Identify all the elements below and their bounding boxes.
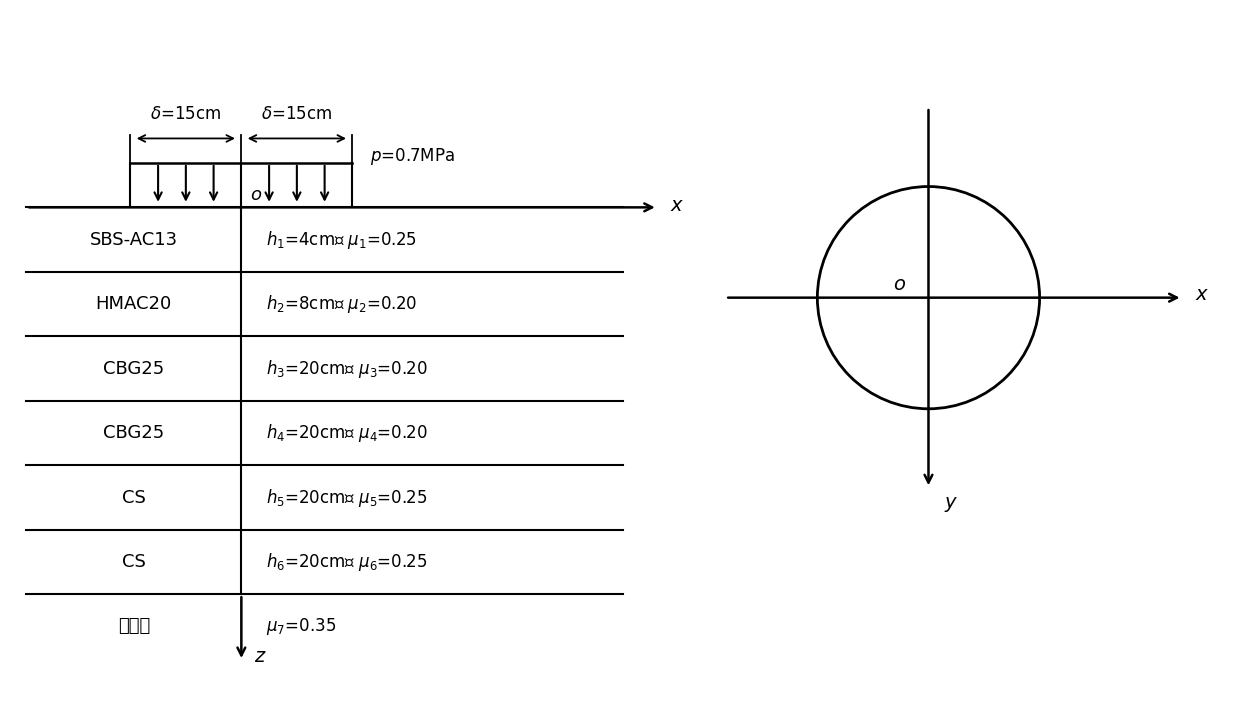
Text: $o$: $o$ (250, 186, 261, 204)
Text: CBG25: CBG25 (103, 359, 165, 378)
Text: CBG25: CBG25 (103, 424, 165, 442)
Text: $\delta$=15cm: $\delta$=15cm (150, 105, 222, 123)
Text: $z$: $z$ (254, 647, 266, 666)
Text: 路基土: 路基土 (118, 618, 150, 635)
Text: SBS-AC13: SBS-AC13 (89, 231, 178, 248)
Text: CS: CS (121, 489, 146, 507)
Text: $p$=0.7MPa: $p$=0.7MPa (369, 146, 455, 167)
Text: $\mu_7$=0.35: $\mu_7$=0.35 (265, 616, 336, 637)
Text: CS: CS (121, 553, 146, 571)
Text: $h_1$=4cm、 $\mu_1$=0.25: $h_1$=4cm、 $\mu_1$=0.25 (265, 229, 416, 250)
Text: $y$: $y$ (944, 494, 959, 513)
Text: $h_6$=20cm、 $\mu_6$=0.25: $h_6$=20cm、 $\mu_6$=0.25 (265, 551, 427, 573)
Text: $h_5$=20cm、 $\mu_5$=0.25: $h_5$=20cm、 $\mu_5$=0.25 (265, 486, 427, 508)
Text: $o$: $o$ (893, 275, 906, 295)
Text: HMAC20: HMAC20 (95, 295, 172, 313)
Text: $h_3$=20cm、 $\mu_3$=0.20: $h_3$=20cm、 $\mu_3$=0.20 (265, 358, 427, 380)
Text: $h_4$=20cm、 $\mu_4$=0.20: $h_4$=20cm、 $\mu_4$=0.20 (265, 422, 427, 444)
Text: $x$: $x$ (670, 195, 684, 215)
Text: $h_2$=8cm、 $\mu_2$=0.20: $h_2$=8cm、 $\mu_2$=0.20 (265, 293, 418, 315)
Text: $\delta$=15cm: $\delta$=15cm (261, 105, 332, 123)
Text: $x$: $x$ (1196, 285, 1209, 304)
